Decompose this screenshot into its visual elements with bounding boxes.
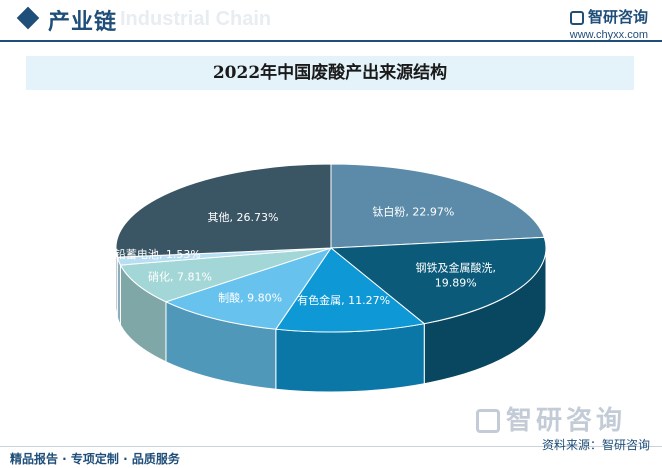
chart-title-bar: 2022年中国废酸产出来源结构: [26, 56, 634, 90]
slice-label-钢铁及金属酸洗: 钢铁及金属酸洗, 19.89%: [415, 260, 496, 289]
watermark-logo-icon: [476, 409, 500, 433]
slice-label-钛白粉: 钛白粉, 22.97%: [372, 204, 454, 218]
bottom-watermark-text: 智研咨询: [506, 406, 627, 436]
pie-top: [115, 163, 547, 333]
brand-url: www.chyxx.com: [569, 29, 648, 41]
slice-label-有色金属: 有色金属, 11.27%: [297, 293, 390, 307]
slice-其他: [115, 163, 332, 258]
source-note: 资料来源：智研咨询: [541, 438, 650, 452]
slice-有色金属: [274, 247, 426, 333]
slice-side-有色金属: [275, 323, 425, 393]
slice-label-制酸: 制酸, 9.80%: [218, 291, 282, 305]
slice-label-硝化: 硝化, 7.81%: [148, 270, 212, 284]
brand: 智研咨询 www.chyxx.com: [570, 6, 648, 41]
slice-制酸: [164, 247, 333, 330]
section-title: 产业链: [48, 10, 118, 35]
slice-钛白粉: [330, 163, 545, 249]
slice-钢铁及金属酸洗: [329, 236, 547, 325]
brand-name: 智研咨询: [587, 8, 648, 26]
brand-logo-icon: [569, 11, 584, 25]
chart-title: 2022年中国废酸产出来源结构: [212, 63, 448, 83]
pie-labels: 钛白粉, 22.97% 钢铁及金属酸洗, 19.89% 有色金属, 11.27% 制酸,…: [115, 204, 496, 306]
header-watermark: Industrial Chain: [120, 8, 272, 30]
bottom-watermark: 智研咨询: [476, 400, 626, 437]
slice-label-铅蓄电池: 铅蓄电池, 1.53%: [115, 247, 201, 261]
header: 产业链 Industrial Chain 智研咨询 www.chyxx.com: [0, 0, 662, 41]
slice-硝化: [119, 247, 332, 303]
footer-divider: [0, 446, 662, 447]
slice-label-其他: 其他, 26.73%: [207, 211, 278, 224]
header-divider: [0, 40, 662, 42]
footer-tagline: 精品报告 · 专项定制 · 品质服务: [10, 452, 180, 466]
